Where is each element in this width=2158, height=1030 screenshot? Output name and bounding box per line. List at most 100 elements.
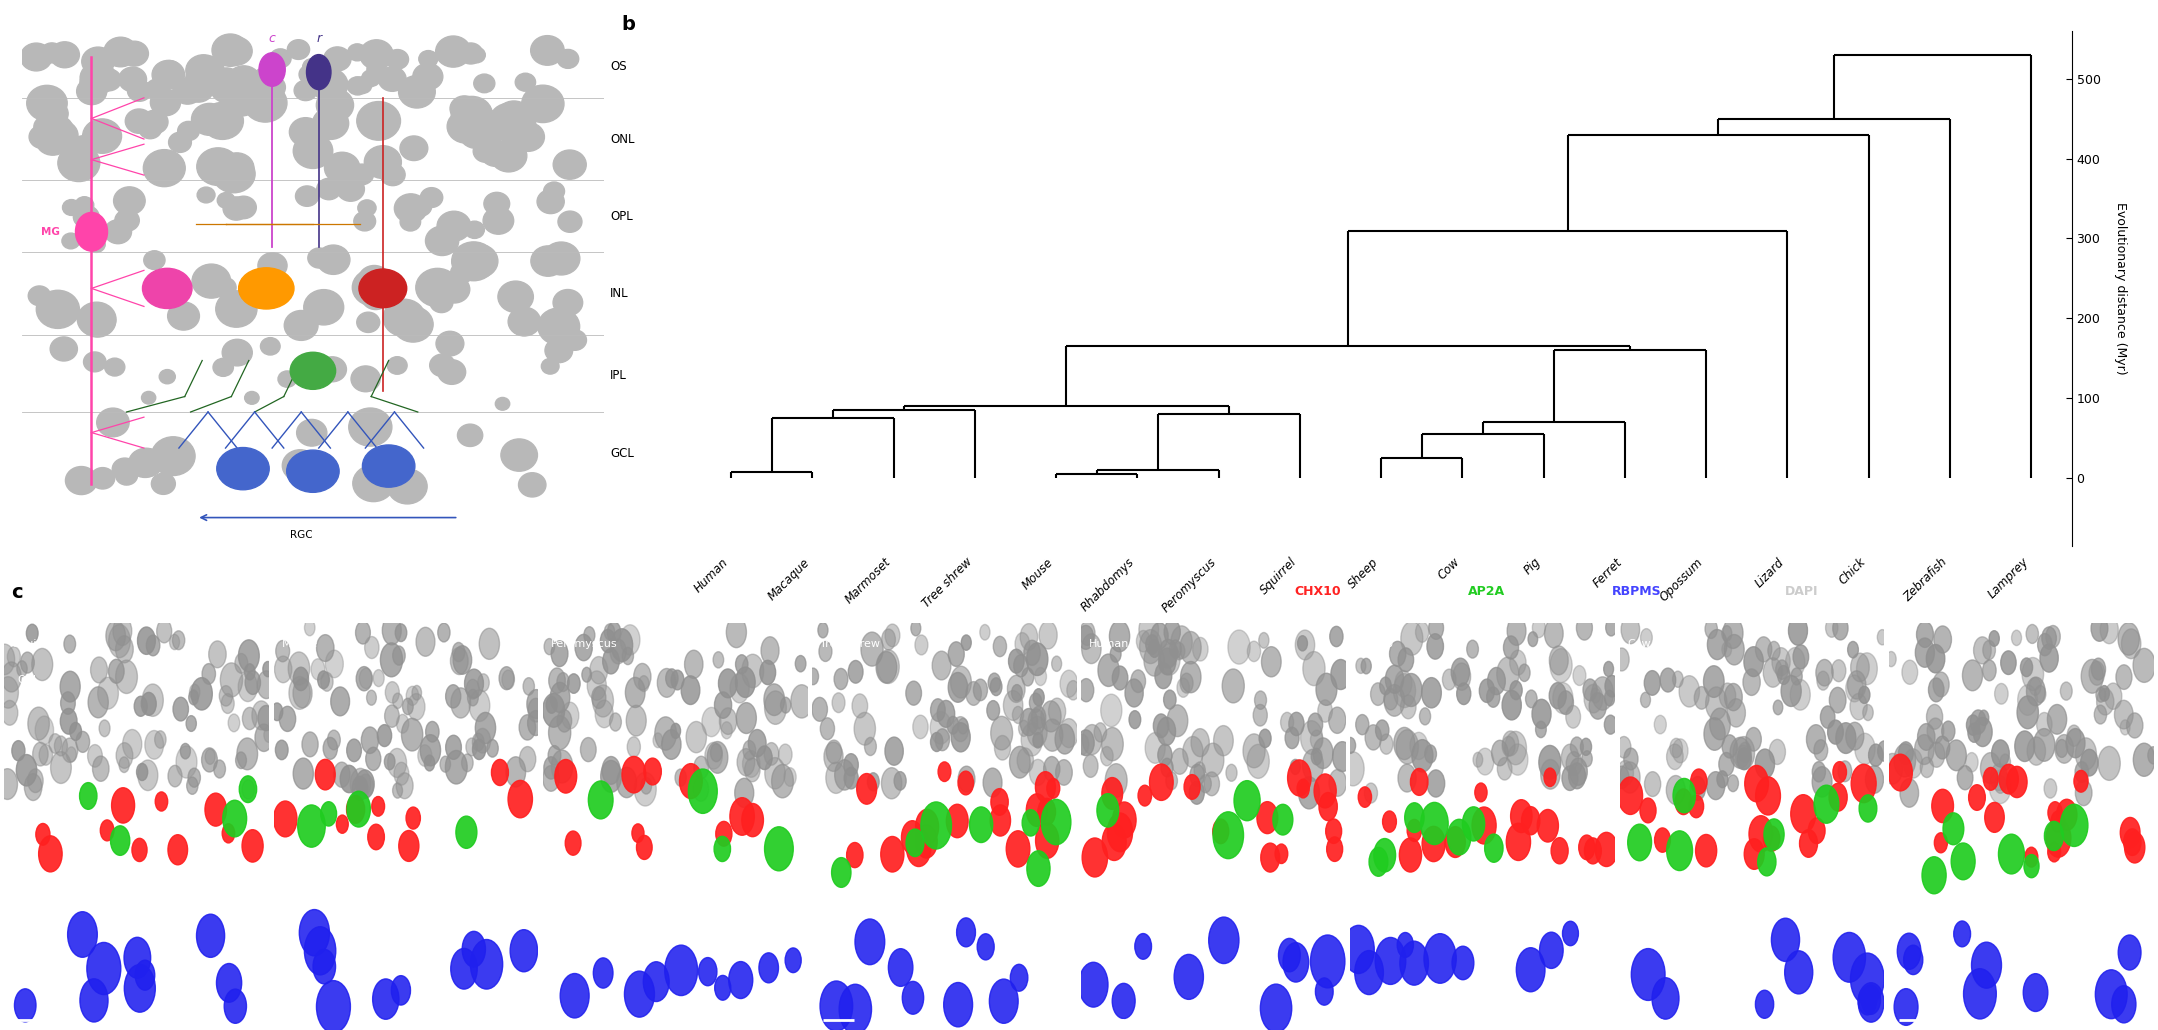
Circle shape xyxy=(1258,729,1271,748)
Circle shape xyxy=(114,186,145,215)
Circle shape xyxy=(1480,679,1495,702)
Circle shape xyxy=(958,718,969,734)
Circle shape xyxy=(952,723,971,752)
Circle shape xyxy=(1463,806,1485,842)
Circle shape xyxy=(37,290,80,329)
Circle shape xyxy=(1254,691,1267,710)
Circle shape xyxy=(520,715,535,740)
Circle shape xyxy=(2076,780,2091,805)
Circle shape xyxy=(587,671,606,700)
Circle shape xyxy=(1992,740,2009,767)
Circle shape xyxy=(1083,755,1098,778)
Circle shape xyxy=(229,714,240,731)
Circle shape xyxy=(498,666,514,690)
Circle shape xyxy=(438,211,470,241)
Circle shape xyxy=(356,102,401,140)
Circle shape xyxy=(395,762,408,785)
Circle shape xyxy=(481,140,511,167)
Circle shape xyxy=(706,743,723,769)
Circle shape xyxy=(1029,693,1042,713)
Circle shape xyxy=(537,308,581,345)
Y-axis label: Evolutionary distance (Myr): Evolutionary distance (Myr) xyxy=(2115,202,2128,375)
Circle shape xyxy=(1288,760,1312,796)
Circle shape xyxy=(585,626,596,644)
Circle shape xyxy=(1763,819,1785,850)
Circle shape xyxy=(313,107,350,139)
Circle shape xyxy=(1385,665,1403,693)
Circle shape xyxy=(1778,665,1789,685)
Circle shape xyxy=(1180,661,1202,693)
Circle shape xyxy=(170,634,179,650)
Circle shape xyxy=(714,975,732,1000)
Circle shape xyxy=(352,269,395,306)
Circle shape xyxy=(542,693,565,727)
Circle shape xyxy=(138,627,155,654)
Circle shape xyxy=(1562,921,1577,946)
Circle shape xyxy=(1737,748,1752,769)
Circle shape xyxy=(1394,671,1411,697)
Circle shape xyxy=(1172,749,1189,775)
Circle shape xyxy=(714,836,732,861)
Circle shape xyxy=(883,629,896,650)
Circle shape xyxy=(1852,764,1875,802)
Circle shape xyxy=(1422,826,1446,862)
Circle shape xyxy=(298,805,326,848)
Circle shape xyxy=(317,634,334,661)
Circle shape xyxy=(1008,676,1025,702)
Circle shape xyxy=(544,639,555,655)
Circle shape xyxy=(550,641,568,666)
Circle shape xyxy=(716,821,732,847)
Circle shape xyxy=(35,716,54,745)
Circle shape xyxy=(546,338,572,363)
Circle shape xyxy=(1146,732,1165,763)
Circle shape xyxy=(1623,748,1638,770)
Circle shape xyxy=(255,724,272,752)
Circle shape xyxy=(1828,720,1843,744)
Circle shape xyxy=(1966,715,1979,735)
Ellipse shape xyxy=(358,269,406,308)
Circle shape xyxy=(947,804,969,837)
Circle shape xyxy=(550,682,570,713)
Circle shape xyxy=(293,134,332,169)
Circle shape xyxy=(99,49,119,66)
Circle shape xyxy=(2048,705,2067,734)
Text: Tree shrew: Tree shrew xyxy=(820,640,880,650)
Circle shape xyxy=(1644,671,1660,695)
Circle shape xyxy=(522,678,535,695)
Circle shape xyxy=(1718,770,1729,788)
Circle shape xyxy=(246,671,261,694)
Circle shape xyxy=(1549,683,1567,709)
Circle shape xyxy=(764,691,786,724)
Circle shape xyxy=(1888,754,1912,791)
Circle shape xyxy=(173,697,188,721)
Circle shape xyxy=(1899,742,1914,764)
Circle shape xyxy=(991,678,1001,695)
Circle shape xyxy=(384,705,399,727)
Circle shape xyxy=(151,61,186,89)
Circle shape xyxy=(624,971,654,1018)
Circle shape xyxy=(421,734,440,766)
Circle shape xyxy=(183,75,214,102)
Circle shape xyxy=(470,939,503,989)
Circle shape xyxy=(1424,933,1457,984)
Circle shape xyxy=(293,80,317,101)
Circle shape xyxy=(82,118,121,153)
Circle shape xyxy=(104,358,125,376)
Circle shape xyxy=(1852,653,1869,682)
Circle shape xyxy=(557,710,572,732)
Circle shape xyxy=(188,690,199,705)
Circle shape xyxy=(69,722,82,741)
Circle shape xyxy=(561,702,578,729)
Circle shape xyxy=(358,775,373,797)
Circle shape xyxy=(17,661,28,677)
Circle shape xyxy=(1901,660,1918,684)
Circle shape xyxy=(2091,616,2108,642)
Circle shape xyxy=(719,668,738,697)
Circle shape xyxy=(852,694,868,718)
Circle shape xyxy=(1208,917,1239,963)
Circle shape xyxy=(857,774,876,804)
Circle shape xyxy=(958,766,975,792)
Circle shape xyxy=(373,670,384,687)
Circle shape xyxy=(1362,658,1370,674)
Circle shape xyxy=(1450,658,1470,686)
